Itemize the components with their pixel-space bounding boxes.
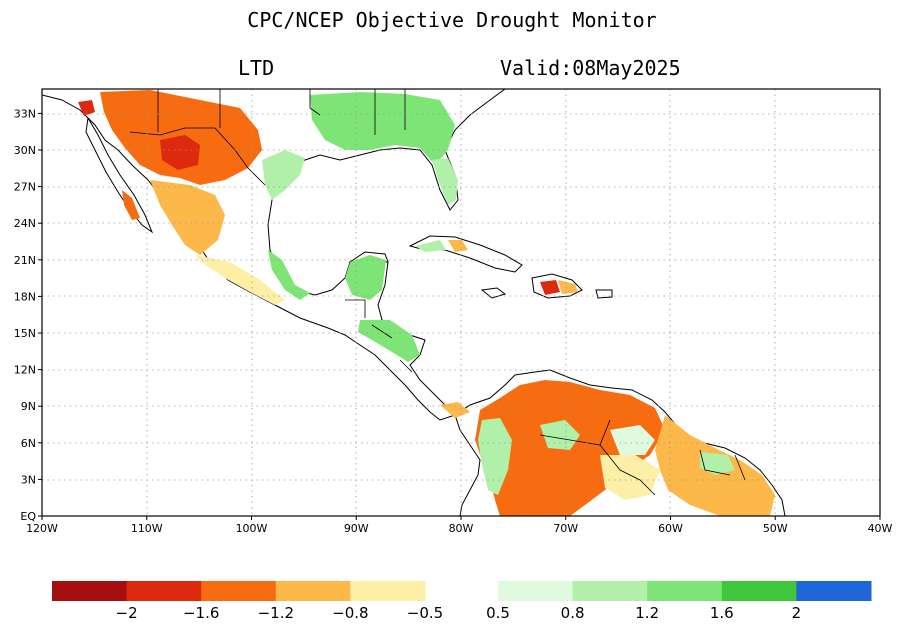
- lat-tick-label: 3N: [21, 473, 36, 486]
- dry-patch-sw-moderate: [150, 180, 225, 255]
- wet-patch-colombia: [478, 418, 512, 495]
- us-mexico-border: [129, 127, 266, 186]
- lon-tick-label: 100W: [236, 522, 268, 535]
- latitude-axis: 33N 30N 27N 24N 21N 18N 15N 12N 9N 6N 3N EQ: [14, 107, 42, 523]
- lat-tick-label: 30N: [14, 144, 36, 157]
- index-label: LTD: [238, 56, 275, 80]
- colorbar-wet-label: 0.8: [561, 604, 585, 622]
- lon-tick-label: 50W: [763, 522, 788, 535]
- wet-patch-amazon: [610, 425, 655, 455]
- political-borders: [129, 89, 746, 496]
- lon-tick-label: 80W: [449, 522, 474, 535]
- colorbar-dry-swatch: [350, 581, 426, 601]
- lat-tick-label: 24N: [14, 217, 36, 230]
- puerto-rico: [595, 289, 613, 299]
- dry-patch-cuba: [448, 240, 468, 252]
- state-borders: [157, 89, 406, 135]
- colorbar: −2 −1.6 −1.2 −0.8 −0.5 0.5 0.8 1.2 1.6 2: [52, 581, 872, 622]
- drought-patches: [78, 90, 775, 516]
- map-plot-area: [42, 89, 880, 516]
- colorbar-dry-swatch: [201, 581, 277, 601]
- colorbar-wet-swatch: [647, 581, 723, 601]
- wet-patch-florida: [432, 158, 458, 205]
- colorbar-dry-label: −1.2: [258, 604, 294, 622]
- colorbar-wet-label: 0.5: [486, 604, 510, 622]
- dry-patch-hispaniola: [540, 280, 560, 295]
- lat-tick-label: 15N: [14, 327, 36, 340]
- sa-borders: [539, 419, 746, 496]
- colorbar-wet-swatch: [572, 581, 648, 601]
- colorbar-dry-swatch: [126, 581, 202, 601]
- dry-patch-baja: [122, 190, 140, 220]
- lon-tick-label: 120W: [26, 522, 58, 535]
- lat-tick-label: 27N: [14, 181, 36, 194]
- colorbar-wet-swatch: [796, 581, 872, 601]
- lon-tick-label: 90W: [344, 522, 369, 535]
- cuba: [408, 235, 523, 273]
- wet-patch-central-america: [358, 320, 420, 362]
- wet-patch-mexico-gulf: [268, 250, 310, 300]
- dry-patch-mexico-south: [195, 255, 285, 305]
- lat-tick-label: 33N: [14, 107, 36, 120]
- jamaica: [480, 287, 507, 299]
- lon-tick-label: 110W: [131, 522, 163, 535]
- lat-tick-label: 9N: [21, 400, 36, 413]
- longitude-axis: 120W 110W 100W 90W 80W 70W 60W 50W 40W: [26, 516, 893, 535]
- colorbar-wet-label: 1.2: [635, 604, 659, 622]
- colorbar-dry-label: −0.5: [407, 604, 443, 622]
- lat-tick-label: EQ: [20, 510, 36, 523]
- lon-tick-label: 60W: [658, 522, 683, 535]
- colorbar-dry-swatch: [52, 581, 128, 601]
- dry-patch-south-america-mild: [600, 455, 660, 500]
- wet-patch-texas: [262, 150, 305, 200]
- lat-tick-label: 18N: [14, 290, 36, 303]
- wet-patch-venezuela: [540, 420, 580, 450]
- wet-patch-cuba: [415, 240, 446, 252]
- lon-tick-label: 40W: [868, 522, 893, 535]
- baja-california: [85, 116, 154, 234]
- colorbar-dry-label: −2: [116, 604, 138, 622]
- colorbar-wet-swatch: [721, 581, 797, 601]
- wet-patch-guiana-shield: [700, 452, 735, 475]
- colorbar-wet-swatch: [498, 581, 574, 601]
- dry-patch-hispaniola-moderate: [558, 280, 578, 294]
- colorbar-dry-swatch: [275, 581, 351, 601]
- lat-tick-label: 6N: [21, 437, 36, 450]
- gridlines: [42, 89, 880, 516]
- lat-tick-label: 12N: [14, 364, 36, 377]
- wet-patch-yucatan: [345, 255, 386, 300]
- colorbar-wet-label: 2: [792, 604, 802, 622]
- valid-date-label: Valid:08May2025: [500, 56, 681, 80]
- central-america-borders: [345, 299, 413, 373]
- lon-tick-label: 70W: [553, 522, 578, 535]
- dry-patch-sw-severe: [160, 135, 200, 170]
- colorbar-dry-label: −0.8: [332, 604, 368, 622]
- colorbar-dry-label: −1.6: [183, 604, 219, 622]
- map-title: CPC/NCEP Objective Drought Monitor: [247, 8, 657, 32]
- lat-tick-label: 21N: [14, 254, 36, 267]
- dry-patch-panama: [440, 402, 470, 418]
- dry-patch-arizona: [78, 100, 95, 116]
- colorbar-wet-label: 1.6: [710, 604, 734, 622]
- wet-patch-southeast-us: [310, 92, 455, 165]
